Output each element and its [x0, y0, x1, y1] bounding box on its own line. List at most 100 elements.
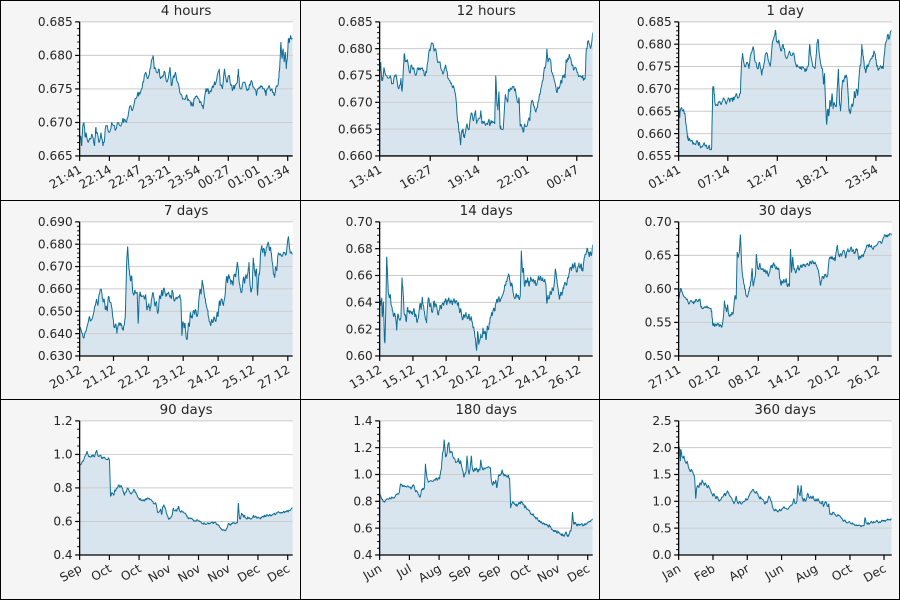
chart-svg: 0.600.620.640.660.680.7013.1215.1217.122…: [345, 204, 593, 391]
x-tick-label: 20.12: [47, 362, 84, 391]
x-tick-label: 01:34: [255, 162, 293, 192]
chart-svg: 0.660 0.665 0.670 0.675 0.680 0.685 13:41 16:27…: [338, 4, 593, 192]
x-tick-label: 21:41: [47, 162, 84, 192]
x-tick-label: Sep: [57, 562, 84, 586]
y-tick-label: 0.680: [38, 237, 73, 251]
chart-svg: 0.0 0.5 1.0 1.5 2.0 2.5 Jan Feb Apr Jun Aug Oct Dec 3…: [653, 403, 893, 586]
y-tick-label: 0.680: [637, 37, 672, 51]
y-tick-label: 0.670: [637, 82, 672, 96]
price-area: [79, 35, 293, 156]
x-tick-label: 24.12: [186, 362, 223, 391]
x-tick-label: 20.12: [446, 362, 483, 391]
x-tick-label: Feb: [692, 562, 718, 585]
price-line: [79, 235, 293, 340]
x-tick-label: 19:14: [445, 162, 483, 192]
y-tick-label: 1.5: [653, 468, 672, 482]
x-tick-label: Dec: [861, 562, 888, 586]
y-tick-label: 0.660: [338, 149, 373, 163]
y-tick-label: 0.680: [38, 49, 73, 63]
x-tick-label: Sep: [476, 562, 503, 586]
x-tick-label: Dec: [565, 562, 592, 586]
price-line: [79, 450, 293, 532]
y-tick-label: 0.4: [53, 548, 73, 562]
y-tick-label: 0.675: [637, 60, 672, 74]
chart-panel: 0.660 0.665 0.670 0.675 0.680 0.685 13:41 16:27…: [300, 1, 600, 200]
y-tick-label: 0.655: [637, 149, 672, 163]
price-line: [678, 232, 893, 328]
y-tick-label: 0.0: [653, 548, 672, 562]
y-tick-label: 0.50: [645, 349, 672, 363]
chart-panel: 0.655 0.660 0.665 0.670 0.675 0.680 0.685 01:41…: [600, 1, 899, 200]
y-tick-label: 0.55: [645, 315, 672, 329]
y-tick-label: 0.675: [38, 82, 73, 96]
x-tick-label: 01:41: [646, 162, 683, 192]
chart-title: 360 days: [755, 403, 817, 418]
x-tick-label: 08.12: [726, 362, 763, 391]
y-tick-label: 1.2: [353, 441, 372, 455]
x-tick-label: 26.12: [846, 362, 883, 391]
price-area: [678, 30, 893, 156]
y-tick-label: 0.660: [38, 282, 73, 296]
y-tick-label: 0.64: [345, 295, 372, 309]
y-tick-label: 0.66: [345, 268, 372, 282]
y-tick-label: 0.4: [353, 548, 373, 562]
price-line: [379, 439, 593, 538]
y-tick-label: 0.60: [345, 349, 372, 363]
chart-title: 7 days: [164, 204, 208, 219]
x-tick-label: 00:47: [544, 162, 581, 192]
chart-title: 180 days: [455, 403, 517, 418]
y-tick-label: 0.660: [637, 127, 672, 141]
y-tick-label: 0.68: [345, 242, 372, 256]
y-tick-label: 1.0: [53, 448, 72, 462]
y-tick-label: 0.8: [353, 495, 372, 509]
y-tick-label: 1.4: [353, 414, 373, 428]
x-tick-label: Oct: [830, 562, 855, 585]
y-tick-label: 0.665: [637, 104, 672, 118]
x-tick-label: 17.12: [413, 362, 450, 391]
x-tick-label: 27.12: [255, 362, 292, 391]
x-tick-label: 00:27: [195, 162, 232, 192]
x-tick-label: Dec: [235, 562, 262, 586]
chart-panel: 0.4 0.6 0.8 1.0 1.2 Sep Oct Oct Nov Nov Nov Dec Dec 9…: [1, 400, 300, 599]
x-tick-label: 21.12: [81, 362, 118, 391]
chart-title: 14 days: [459, 204, 512, 219]
x-tick-label: 01:01: [225, 162, 262, 192]
y-tick-label: 1.0: [353, 468, 372, 482]
x-tick-label: Nov: [146, 562, 174, 586]
x-tick-label: 23:21: [136, 162, 173, 192]
x-tick-label: 13.12: [347, 362, 384, 391]
chart-title: 4 hours: [161, 4, 212, 19]
y-tick-label: 2.0: [653, 441, 672, 455]
x-tick-label: 23.12: [151, 362, 188, 391]
y-tick-label: 0.6: [53, 515, 72, 529]
x-tick-label: Nov: [175, 562, 203, 586]
x-tick-label: 15.12: [380, 362, 417, 391]
y-tick-label: 0.60: [645, 282, 672, 296]
y-tick-label: 0.630: [38, 349, 73, 363]
x-tick-label: Oct: [118, 562, 143, 585]
price-line: [678, 29, 893, 151]
x-tick-label: 13:41: [346, 162, 383, 192]
x-tick-label: Jun: [762, 562, 786, 584]
chart-title: 1 day: [767, 4, 805, 19]
x-tick-label: 18:21: [794, 162, 831, 192]
chart-svg: 0.630 0.640 0.650 0.660 0.670 0.680 0.690 20.12…: [38, 204, 293, 391]
y-tick-label: 0.8: [53, 481, 72, 495]
price-line: [79, 35, 293, 147]
x-tick-label: 23:54: [843, 162, 881, 192]
x-tick-label: 02.12: [686, 362, 723, 391]
y-tick-label: 0.670: [338, 95, 373, 109]
price-area: [379, 439, 593, 556]
x-tick-label: Nov: [535, 562, 563, 586]
price-area: [379, 244, 593, 356]
y-tick-label: 2.5: [653, 414, 672, 428]
chart-svg: 0.50 0.55 0.60 0.65 0.70 27.11 02.12 08.12 14.12…: [645, 204, 893, 391]
x-tick-label: Jan: [659, 562, 683, 584]
y-tick-label: 0.675: [338, 69, 373, 83]
chart-panel: 0.665 0.670 0.675 0.680 0.685 21:41 22:14 22:47…: [1, 1, 300, 200]
chart-title: 30 days: [759, 204, 812, 219]
x-tick-label: 22:14: [77, 162, 115, 192]
x-tick-label: Jun: [359, 562, 383, 584]
